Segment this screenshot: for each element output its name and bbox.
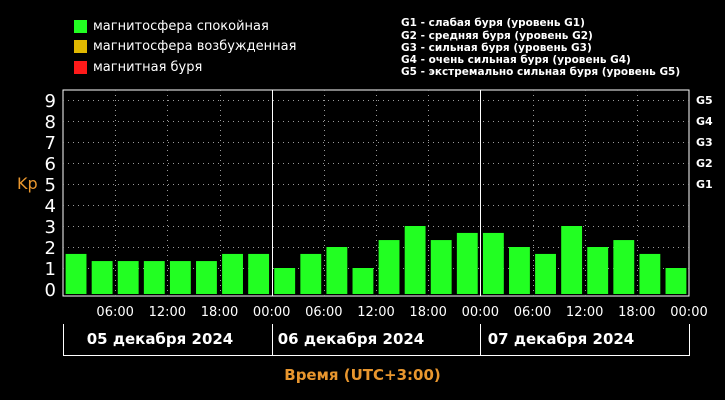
- kp-bar: [404, 226, 426, 294]
- kp-bar: [378, 240, 400, 294]
- y-tick-label: 8: [45, 112, 56, 133]
- storm-level-g2: G2 - средняя буря (уровень G2): [401, 30, 593, 42]
- kp-bar: [222, 253, 243, 294]
- kp-bar: [65, 253, 87, 294]
- x-tick-label: 06:00: [305, 305, 342, 320]
- y-axis-label: Kp: [17, 174, 38, 193]
- x-tick-label: 18:00: [409, 305, 446, 320]
- x-tick-label: 18:00: [201, 305, 238, 320]
- kp-bar: [196, 261, 217, 294]
- storm-level-g5: G5 - экстремально сильная буря (уровень …: [401, 66, 681, 78]
- x-tick-label: 00:00: [462, 305, 499, 320]
- date-label-1: 05 декабря 2024: [86, 330, 234, 348]
- g-level-tick-label: G3: [696, 136, 713, 149]
- storm-level-g4: G4 - очень сильная буря (уровень G4): [401, 54, 631, 66]
- kp-bar: [482, 232, 504, 294]
- kp-bar: [587, 247, 609, 294]
- legend-quiet-swatch: [74, 19, 87, 33]
- legend-disturbed-swatch: [74, 39, 87, 53]
- kp-bar: [535, 253, 556, 294]
- y-tick-label: 9: [45, 91, 56, 112]
- g-level-tick-label: G2: [696, 157, 713, 170]
- legend-quiet-label: магнитосфера спокойная: [93, 18, 269, 34]
- g-level-tick-label: G5: [696, 94, 713, 107]
- kp-bar: [352, 268, 374, 294]
- kp-bar: [561, 226, 583, 294]
- x-tick-label: 00:00: [670, 305, 707, 320]
- y-tick-label: 4: [45, 196, 56, 217]
- legend-storm: магнитная буря: [74, 59, 202, 75]
- g-level-tick-label: G1: [696, 178, 713, 191]
- kp-bar: [117, 261, 139, 294]
- date-label-3: 07 декабря 2024: [487, 330, 635, 348]
- y-tick-label: 3: [45, 217, 56, 238]
- x-tick-label: 12:00: [149, 305, 186, 320]
- x-tick-label: 00:00: [253, 305, 290, 320]
- y-tick-label: 0: [45, 280, 56, 301]
- x-tick-label: 12:00: [357, 305, 394, 320]
- y-tick-label: 1: [45, 259, 56, 280]
- date-label-2: 06 декабря 2024: [277, 330, 425, 348]
- kp-bar: [430, 240, 452, 294]
- kp-bar: [143, 261, 165, 294]
- storm-level-g1: G1 - слабая буря (уровень G1): [401, 17, 585, 29]
- y-tick-label: 6: [45, 154, 56, 175]
- legend-disturbed: магнитосфера возбужденная: [74, 38, 296, 54]
- kp-bar: [665, 268, 687, 294]
- kp-bar: [91, 261, 113, 294]
- x-tick-label: 12:00: [566, 305, 603, 320]
- legend-quiet: магнитосфера спокойная: [74, 18, 269, 34]
- kp-bar: [274, 268, 296, 294]
- x-tick-label: 06:00: [514, 305, 551, 320]
- kp-bar: [300, 253, 322, 294]
- y-tick-label: 7: [45, 133, 56, 154]
- x-tick-label: 06:00: [96, 305, 133, 320]
- kp-bar: [509, 247, 530, 294]
- kp-bar: [456, 232, 478, 294]
- kp-bar: [326, 247, 348, 294]
- kp-bar: [639, 253, 661, 294]
- legend-storm-label: магнитная буря: [93, 59, 203, 75]
- legend-disturbed-label: магнитосфера возбужденная: [93, 38, 297, 54]
- storm-level-g3: G3 - сильная буря (уровень G3): [401, 42, 592, 54]
- y-tick-label: 5: [45, 175, 56, 196]
- kp-bar: [248, 253, 270, 294]
- kp-bar: [169, 261, 191, 294]
- legend-storm-swatch: [74, 60, 87, 74]
- x-axis-label: Время (UTC+3:00): [284, 366, 441, 384]
- kp-bar: [613, 240, 635, 294]
- x-tick-label: 18:00: [618, 305, 655, 320]
- g-level-tick-label: G4: [696, 115, 713, 128]
- y-tick-label: 2: [45, 238, 56, 259]
